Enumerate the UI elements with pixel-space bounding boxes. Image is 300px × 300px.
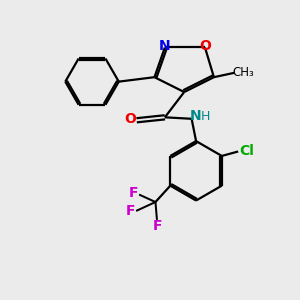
Text: F: F (126, 204, 136, 218)
Text: CH₃: CH₃ (232, 66, 254, 79)
Text: F: F (129, 186, 139, 200)
Text: O: O (124, 112, 136, 126)
Text: F: F (153, 219, 162, 233)
Text: H: H (201, 110, 210, 123)
Text: Cl: Cl (239, 145, 254, 158)
Text: N: N (158, 39, 170, 53)
Text: N: N (189, 110, 201, 123)
Text: O: O (200, 39, 211, 53)
